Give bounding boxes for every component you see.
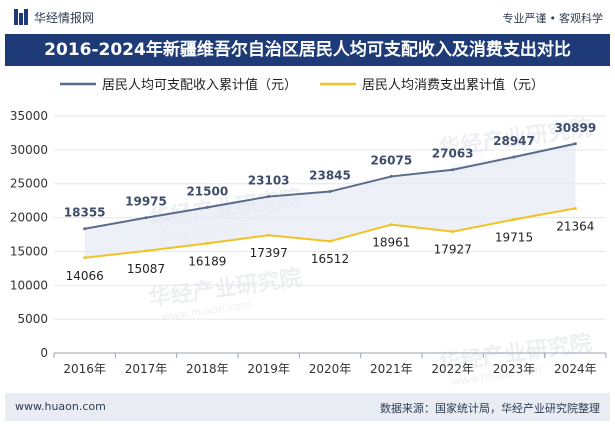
consumption-data-point bbox=[512, 218, 516, 222]
consumption-data-label: 21364 bbox=[556, 219, 594, 233]
income-data-label: 18355 bbox=[64, 206, 106, 220]
x-tick-label: 2021年 bbox=[370, 362, 413, 376]
income-data-point bbox=[267, 195, 271, 199]
income-data-label: 19975 bbox=[125, 195, 167, 209]
brand-logo-icon bbox=[14, 9, 28, 25]
chart-area: 华经产业研究院 www.huaon.com 华经产业研究院 www.huaon.com… bbox=[0, 66, 615, 388]
consumption-data-label: 18961 bbox=[372, 236, 410, 250]
consumption-data-point bbox=[389, 223, 393, 227]
gap-area bbox=[84, 143, 576, 258]
brand-name: 华经情报网 bbox=[34, 10, 95, 25]
income-data-point bbox=[144, 216, 148, 220]
y-tick-label: 0 bbox=[40, 346, 48, 360]
consumption-data-point bbox=[267, 233, 271, 237]
x-tick-label: 2017年 bbox=[125, 362, 168, 376]
footer-bar: www.huaon.com 数据来源：国家统计局，华经产业研究院整理 bbox=[5, 393, 610, 421]
consumption-data-label: 16189 bbox=[188, 254, 226, 268]
brand: 华经情报网 bbox=[14, 8, 94, 26]
consumption-data-point bbox=[451, 230, 455, 234]
y-tick-label: 35000 bbox=[10, 109, 48, 123]
x-tick-label: 2024年 bbox=[554, 362, 597, 376]
line-chart: 华经产业研究院www.huaon.com华经产业研究院www.huaon.com… bbox=[10, 77, 607, 388]
consumption-data-point bbox=[328, 239, 332, 243]
consumption-data-point bbox=[144, 249, 148, 253]
income-data-point bbox=[573, 142, 577, 146]
tagline-right: 客观科学 bbox=[559, 12, 603, 25]
tagline: 专业严谨 • 客观科学 bbox=[503, 10, 604, 26]
x-tick-label: 2020年 bbox=[309, 362, 352, 376]
income-data-label: 23103 bbox=[248, 174, 290, 188]
income-data-point bbox=[83, 227, 87, 231]
y-tick-label: 20000 bbox=[10, 211, 48, 225]
consumption-data-label: 15087 bbox=[127, 262, 165, 276]
consumption-data-point bbox=[573, 206, 577, 210]
consumption-data-label: 17397 bbox=[250, 246, 288, 260]
income-data-label: 28947 bbox=[493, 134, 535, 148]
footer-website[interactable]: www.huaon.com bbox=[15, 400, 106, 413]
y-tick-label: 25000 bbox=[10, 177, 48, 191]
chart-title: 2016-2024年新疆维吾尔自治区居民人均可支配收入及消费支出对比 bbox=[44, 40, 571, 60]
income-data-point bbox=[512, 155, 516, 159]
y-tick-label: 10000 bbox=[10, 278, 48, 292]
consumption-data-label: 19715 bbox=[495, 231, 533, 245]
income-data-label: 26075 bbox=[370, 153, 412, 167]
top-bar: 华经情报网 专业严谨 • 客观科学 bbox=[0, 0, 615, 32]
x-tick-label: 2018年 bbox=[186, 362, 229, 376]
y-tick-label: 5000 bbox=[17, 312, 48, 326]
consumption-data-label: 16512 bbox=[311, 252, 349, 266]
income-data-point bbox=[328, 190, 332, 194]
legend-label-consumption: 居民人均消费支出累计值（元） bbox=[362, 77, 544, 93]
footer-source: 数据来源：国家统计局，华经产业研究院整理 bbox=[380, 402, 600, 415]
consumption-data-label: 14066 bbox=[66, 269, 104, 283]
tagline-left: 专业严谨 bbox=[502, 12, 547, 25]
consumption-data-label: 17927 bbox=[434, 243, 472, 257]
income-data-point bbox=[205, 205, 209, 209]
x-tick-label: 2023年 bbox=[493, 362, 536, 376]
x-tick-label: 2022年 bbox=[431, 362, 474, 376]
income-data-label: 27063 bbox=[432, 147, 474, 161]
x-tick-label: 2016年 bbox=[63, 362, 106, 376]
income-data-label: 30899 bbox=[554, 121, 596, 135]
income-data-point bbox=[389, 174, 393, 178]
consumption-data-point bbox=[205, 241, 209, 245]
separator-dot: • bbox=[549, 12, 557, 25]
income-data-label: 23845 bbox=[309, 169, 351, 183]
y-tick-label: 15000 bbox=[10, 244, 48, 258]
legend-label-income: 居民人均可支配收入累计值（元） bbox=[102, 77, 297, 93]
x-tick-label: 2019年 bbox=[247, 362, 290, 376]
income-data-label: 21500 bbox=[186, 184, 228, 198]
title-bar: 2016-2024年新疆维吾尔自治区居民人均可支配收入及消费支出对比 bbox=[5, 34, 610, 66]
y-tick-label: 30000 bbox=[10, 143, 48, 157]
consumption-data-point bbox=[83, 256, 87, 260]
income-data-point bbox=[451, 168, 455, 172]
